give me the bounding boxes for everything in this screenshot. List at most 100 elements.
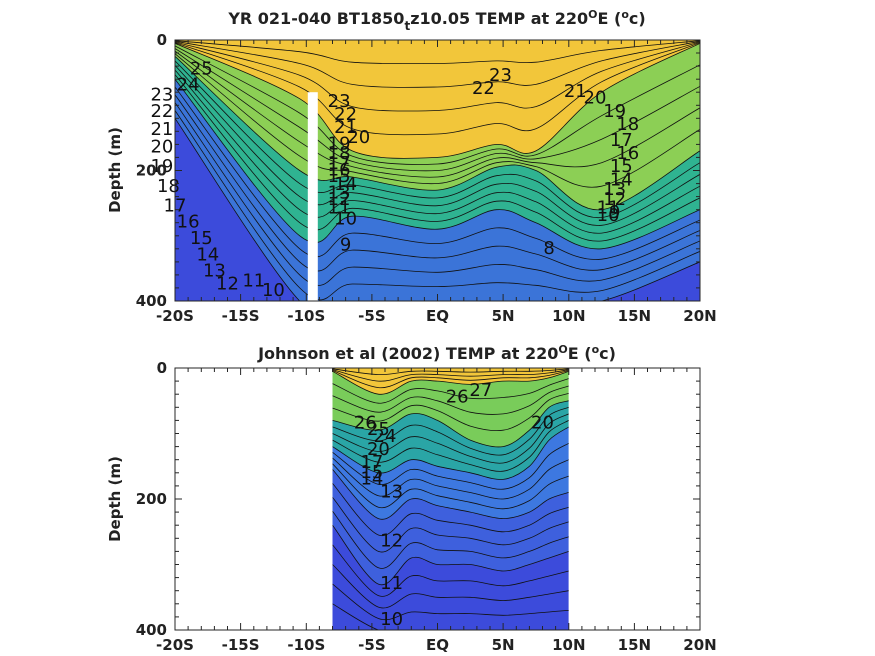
no-data-mask-right bbox=[568, 368, 700, 630]
y-tick-label: 400 bbox=[136, 292, 167, 310]
isotherm-line bbox=[332, 483, 569, 537]
contour-label: 12 bbox=[216, 274, 239, 295]
contour-label: 18 bbox=[616, 114, 639, 135]
isotherm-line bbox=[175, 102, 700, 286]
contour-label: 24 bbox=[374, 426, 397, 447]
y-tick-label: 200 bbox=[136, 162, 167, 180]
isotherm-line bbox=[332, 426, 570, 480]
y-tick-label: 0 bbox=[157, 31, 167, 49]
isotherm-line bbox=[175, 74, 700, 242]
top-chart-title: YR 021-040 BT1850tz10.05 TEMP at 220OE (… bbox=[227, 8, 645, 33]
contour-label: 13 bbox=[380, 481, 403, 502]
contour-label: 16 bbox=[616, 143, 639, 164]
isotherm-line bbox=[332, 497, 569, 553]
contour-label: 24 bbox=[177, 75, 200, 96]
x-tick-label: 5N bbox=[492, 307, 515, 325]
x-tick-label: 10N bbox=[552, 307, 585, 325]
contour-label: 14 bbox=[196, 244, 219, 265]
contour-label: 26 bbox=[446, 387, 469, 408]
isotherm-line bbox=[332, 463, 569, 510]
contour-label: 20 bbox=[584, 88, 607, 109]
x-tick-label: 20N bbox=[683, 636, 716, 654]
x-tick-label: -5S bbox=[358, 307, 385, 325]
temperature-band-6 bbox=[332, 603, 569, 630]
isotherm-line bbox=[175, 42, 700, 159]
contour-label: 18 bbox=[157, 176, 180, 197]
contour-label: 23 bbox=[489, 65, 512, 86]
isotherm-line bbox=[175, 53, 700, 188]
y-tick-label: 400 bbox=[136, 621, 167, 639]
isotherm-line bbox=[332, 370, 569, 389]
isotherm-line bbox=[332, 370, 569, 395]
contour-label: 20 bbox=[367, 439, 390, 460]
contour-label: 19 bbox=[328, 133, 351, 154]
contour-label: 15 bbox=[190, 228, 213, 249]
isotherm-line bbox=[175, 110, 700, 301]
isotherm-line bbox=[332, 413, 569, 464]
contour-label: 10 bbox=[380, 609, 403, 630]
bottom-chart-title: Johnson et al (2002) TEMP at 220OE (oc) bbox=[257, 343, 616, 363]
contour-label: 17 bbox=[360, 452, 383, 473]
x-tick-label: 20N bbox=[683, 307, 716, 325]
contour-label: 17 bbox=[610, 130, 633, 151]
contour-label: 9 bbox=[340, 235, 351, 256]
isotherm-line bbox=[332, 544, 569, 597]
contour-label: 22 bbox=[472, 78, 495, 99]
contour-label: 22 bbox=[334, 104, 357, 125]
isotherm-line bbox=[332, 420, 569, 472]
contour-label: 17 bbox=[328, 153, 351, 174]
isotherm-line bbox=[175, 45, 700, 165]
isotherm-line bbox=[332, 442, 569, 490]
isotherm-line bbox=[175, 118, 700, 301]
contour-label: 23 bbox=[328, 91, 351, 112]
contour-label: 19 bbox=[150, 156, 173, 177]
isotherm-line bbox=[175, 65, 700, 226]
x-tick-label: 5N bbox=[492, 636, 515, 654]
x-tick-label: 10N bbox=[552, 636, 585, 654]
x-tick-label: -15S bbox=[222, 307, 260, 325]
temperature-band-3 bbox=[332, 426, 569, 520]
isotherm-line bbox=[175, 48, 700, 172]
isotherm-line bbox=[175, 60, 700, 218]
isotherm-line bbox=[175, 56, 700, 211]
temperature-band-0 bbox=[175, 40, 700, 159]
contour-label: 11 bbox=[242, 270, 265, 291]
bottom-x-axis: -20S -15S -10S -5S EQ 5N 10N 15N 20N bbox=[156, 368, 717, 654]
isotherm-line bbox=[175, 86, 700, 260]
x-tick-label: EQ bbox=[426, 636, 449, 654]
isotherm-line bbox=[175, 41, 700, 112]
contour-label: 18 bbox=[328, 143, 351, 164]
top-y-axis: 0 200 400 bbox=[136, 31, 700, 310]
temperature-band-1 bbox=[332, 371, 569, 447]
bottom-isotherm-lines bbox=[175, 368, 700, 630]
contour-label: 12 bbox=[380, 531, 403, 552]
contour-label: 11 bbox=[328, 197, 351, 218]
isotherm-line bbox=[332, 511, 569, 569]
contour-label: 11 bbox=[597, 197, 620, 218]
contour-label: 21 bbox=[564, 81, 587, 102]
temperature-band-2 bbox=[332, 400, 569, 480]
isotherm-line bbox=[175, 78, 700, 250]
isotherm-line bbox=[332, 393, 569, 432]
isotherm-line bbox=[175, 69, 700, 234]
contour-label: 15 bbox=[328, 166, 351, 187]
isotherm-line bbox=[332, 400, 569, 448]
temperature-band-4 bbox=[175, 118, 700, 301]
contour-label: 15 bbox=[610, 156, 633, 177]
contour-label: 21 bbox=[334, 117, 357, 138]
isotherm-line bbox=[332, 369, 569, 382]
isotherm-line bbox=[332, 469, 569, 520]
x-tick-label: -10S bbox=[287, 636, 325, 654]
contour-label: 10 bbox=[334, 208, 357, 229]
contour-label: 10 bbox=[597, 205, 620, 226]
isotherm-line bbox=[332, 583, 569, 621]
contour-label: 25 bbox=[367, 419, 390, 440]
isotherm-line bbox=[175, 40, 700, 65]
isotherm-line bbox=[332, 385, 569, 415]
bottom-y-axis-label: Depth (m) bbox=[106, 456, 124, 542]
temperature-band-1 bbox=[175, 43, 700, 210]
isotherm-line bbox=[332, 524, 569, 586]
contour-label: 9 bbox=[609, 202, 620, 223]
